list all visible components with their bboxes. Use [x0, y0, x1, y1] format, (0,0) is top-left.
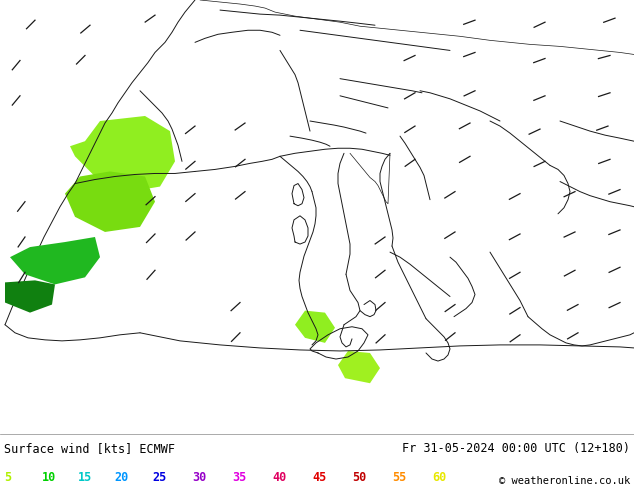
Text: © weatheronline.co.uk: © weatheronline.co.uk — [499, 476, 630, 486]
Text: 35: 35 — [232, 471, 246, 484]
Polygon shape — [10, 237, 100, 284]
Text: 50: 50 — [352, 471, 366, 484]
Text: 10: 10 — [42, 471, 56, 484]
Text: 60: 60 — [432, 471, 446, 484]
Text: 5: 5 — [4, 471, 11, 484]
Text: Surface wind [kts] ECMWF: Surface wind [kts] ECMWF — [4, 441, 175, 455]
Text: 45: 45 — [312, 471, 327, 484]
Text: 20: 20 — [114, 471, 128, 484]
Text: 40: 40 — [272, 471, 286, 484]
Text: 15: 15 — [78, 471, 93, 484]
Polygon shape — [338, 351, 380, 383]
Text: 55: 55 — [392, 471, 406, 484]
Polygon shape — [295, 311, 335, 343]
Polygon shape — [70, 116, 175, 192]
Text: Fr 31-05-2024 00:00 UTC (12+180): Fr 31-05-2024 00:00 UTC (12+180) — [402, 441, 630, 455]
Polygon shape — [5, 280, 55, 313]
Text: 25: 25 — [152, 471, 166, 484]
Text: 30: 30 — [192, 471, 206, 484]
Polygon shape — [65, 172, 155, 232]
